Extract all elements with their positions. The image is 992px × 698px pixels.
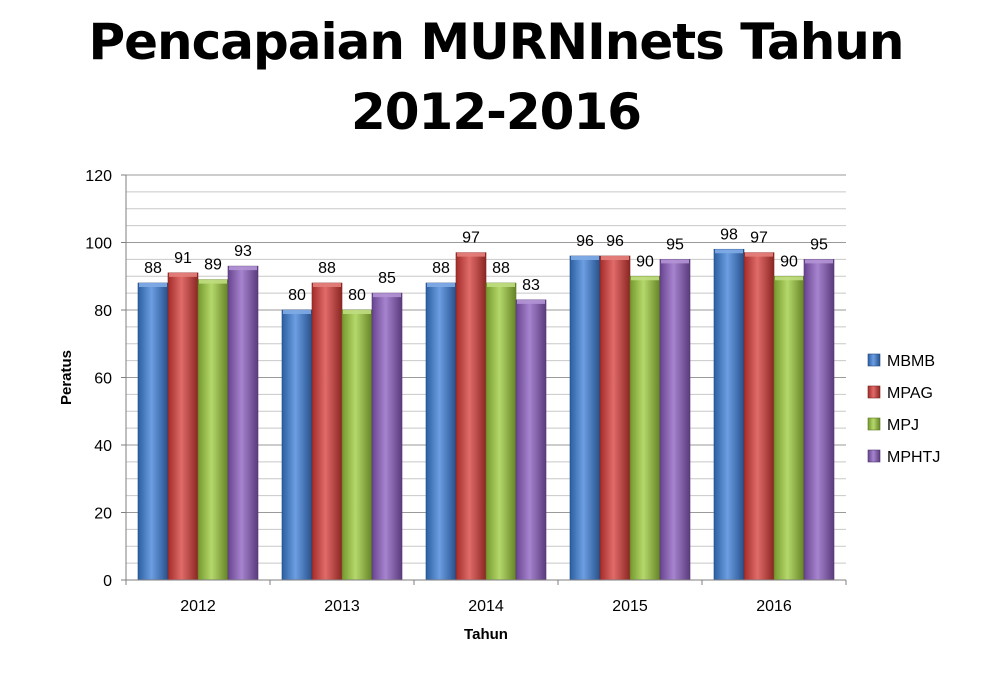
data-label: 88 (318, 260, 336, 277)
bar-mbmb-2013 (281, 309, 313, 581)
data-label: 97 (750, 230, 768, 247)
x-tick-label: 2015 (612, 598, 648, 615)
bar-top-highlight (775, 276, 803, 281)
bar-top-highlight (169, 272, 197, 277)
bar-mphtj-2012 (227, 265, 259, 581)
bar-top-highlight (601, 256, 629, 260)
legend-label-mpj: MPJ (887, 417, 919, 434)
data-label: 91 (174, 250, 192, 267)
bar-mbmb-2012 (137, 282, 169, 581)
legend-swatch-mbmb (867, 353, 881, 367)
data-label: 89 (204, 257, 222, 274)
bar-mbmb-2016 (713, 248, 745, 581)
bar-top-highlight (283, 310, 311, 314)
data-label: 95 (666, 236, 684, 253)
bar-mpj-2012 (197, 279, 229, 581)
bar-mpj-2013 (341, 309, 373, 581)
legend-swatch-mpj (867, 417, 881, 431)
bar-top-highlight (139, 283, 167, 287)
bar-mpj-2016 (773, 275, 805, 581)
data-label: 83 (522, 277, 540, 294)
bar-top-highlight (487, 283, 515, 287)
bars (137, 248, 835, 581)
bar-top-highlight (517, 299, 545, 304)
y-axis-title: Peratus (58, 350, 75, 405)
bar-top-highlight (715, 249, 743, 254)
bar-mbmb-2014 (425, 282, 457, 581)
data-labels: 88 91 89 93 80 88 80 85 88 97 88 83 96 96 90 95 98 97 90 95 (144, 226, 828, 304)
bar-mphtj-2014 (515, 299, 547, 581)
axes: 0 20 40 60 80 100 120 2012 2013 2014 2015 2016 Tahun… (58, 168, 847, 643)
bar-top-highlight (661, 259, 689, 264)
bar-mpag-2016 (743, 252, 775, 581)
data-label: 93 (234, 243, 252, 260)
y-tick-label: 100 (85, 236, 112, 253)
data-label: 97 (462, 230, 480, 247)
legend-swatch-mpag (867, 385, 881, 399)
bar-mphtj-2016 (803, 259, 835, 581)
data-label: 80 (348, 287, 366, 304)
y-tick-label: 120 (85, 168, 112, 185)
bar-mbmb-2015 (569, 255, 601, 581)
bar-mpag-2012 (167, 272, 199, 581)
bar-top-highlight (313, 283, 341, 287)
bar-top-highlight (805, 259, 833, 264)
legend-label-mpag: MPAG (887, 385, 933, 402)
chart-title-line-1: Pencapaian MURNInets Tahun (88, 13, 904, 71)
y-tick-label: 40 (94, 438, 112, 455)
data-label: 96 (606, 233, 624, 250)
y-tick-label: 0 (103, 573, 112, 590)
data-label: 88 (144, 260, 162, 277)
x-tick-label: 2013 (324, 598, 360, 615)
data-label: 98 (720, 226, 738, 243)
bar-top-highlight (199, 279, 227, 284)
bar-top-highlight (427, 283, 455, 287)
y-tick-label: 20 (94, 506, 112, 523)
data-label: 88 (432, 260, 450, 277)
bar-top-highlight (745, 252, 773, 257)
y-tick-label: 80 (94, 303, 112, 320)
data-label: 88 (492, 260, 510, 277)
data-label: 80 (288, 287, 306, 304)
bar-mphtj-2013 (371, 292, 403, 581)
data-label: 90 (636, 253, 654, 270)
bar-top-highlight (571, 256, 599, 260)
legend: MBMB MPAG MPJ MPHTJ (867, 353, 940, 466)
bar-top-highlight (457, 252, 485, 257)
bar-top-highlight (631, 276, 659, 281)
data-label: 95 (810, 236, 828, 253)
x-tick-label: 2012 (180, 598, 216, 615)
x-tick-label: 2016 (756, 598, 792, 615)
bar-mpag-2015 (599, 255, 631, 581)
legend-label-mphtj: MPHTJ (887, 449, 940, 466)
y-tick-label: 60 (94, 371, 112, 388)
chart-title-line-2: 2012-2016 (350, 83, 642, 141)
bar-mphtj-2015 (659, 259, 691, 581)
legend-swatch-mphtj (867, 449, 881, 463)
bar-mpag-2013 (311, 282, 343, 581)
bar-top-highlight (373, 293, 401, 298)
x-axis-title: Tahun (464, 626, 508, 643)
bar-mpj-2014 (485, 282, 517, 581)
data-label: 85 (378, 270, 396, 287)
legend-label-mbmb: MBMB (887, 353, 935, 370)
x-tick-label: 2014 (468, 598, 504, 615)
bar-top-highlight (229, 266, 257, 271)
data-label: 96 (576, 233, 594, 250)
data-label: 90 (780, 253, 798, 270)
bar-mpj-2015 (629, 275, 661, 581)
bar-top-highlight (343, 310, 371, 314)
bar-mpag-2014 (455, 252, 487, 581)
